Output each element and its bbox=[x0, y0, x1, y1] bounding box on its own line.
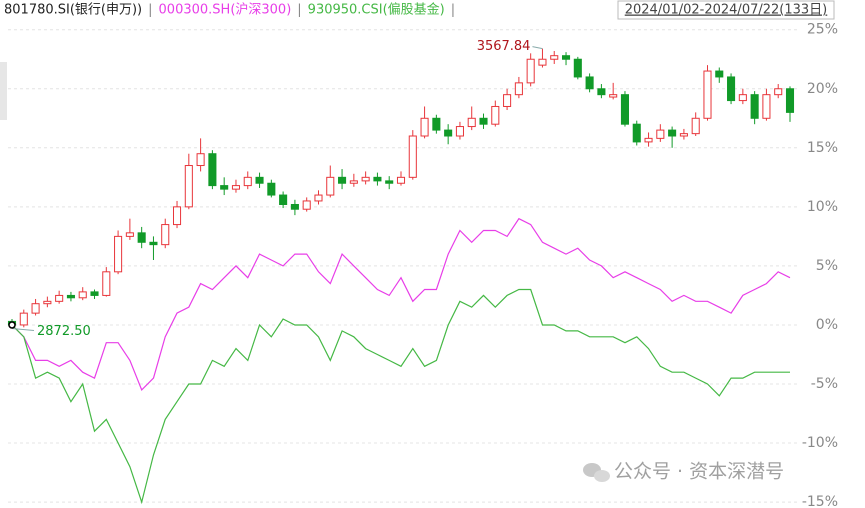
candle-body bbox=[408, 135, 417, 178]
candle-body bbox=[149, 241, 158, 246]
candle-body bbox=[161, 224, 170, 246]
origin-marker bbox=[8, 321, 16, 329]
y-tick-label: 0% bbox=[816, 317, 838, 333]
candle-body bbox=[385, 180, 394, 184]
date-range[interactable]: 2024/01/02-2024/07/22(133日) bbox=[625, 3, 828, 18]
candle-body bbox=[137, 232, 146, 243]
candle-body bbox=[196, 153, 205, 167]
candle-body bbox=[114, 235, 123, 273]
date-range-box[interactable] bbox=[617, 0, 835, 20]
candle-body bbox=[479, 117, 488, 125]
candle-body bbox=[208, 153, 217, 187]
candle-body bbox=[302, 200, 311, 210]
candle-body bbox=[172, 206, 182, 226]
y-tick-label: 10% bbox=[807, 199, 838, 215]
candle-body bbox=[762, 94, 771, 119]
candle-body bbox=[43, 300, 52, 305]
candle-body bbox=[632, 123, 641, 143]
candle-body bbox=[78, 291, 87, 299]
candle-body bbox=[679, 133, 688, 137]
candle-body bbox=[90, 291, 99, 296]
y-tick-label: 5% bbox=[816, 258, 838, 274]
candle-body bbox=[785, 88, 795, 113]
candle-body bbox=[243, 176, 252, 187]
candle-body bbox=[656, 129, 665, 139]
candle-body bbox=[738, 94, 747, 102]
candle-body bbox=[361, 176, 370, 182]
candle-body bbox=[231, 185, 241, 190]
legend-separator: | bbox=[148, 3, 152, 18]
candle-body bbox=[184, 165, 193, 208]
candle-body bbox=[514, 82, 523, 96]
candle-body bbox=[55, 294, 64, 302]
legend-separator: | bbox=[297, 3, 301, 18]
candle-body bbox=[420, 117, 429, 137]
legend-entry: 930950.CSI(偏股基金) bbox=[308, 2, 445, 18]
legend: 801780.SI(银行(申万)) | 000300.SH(沪深300) | 93095… bbox=[4, 2, 455, 18]
candle-body bbox=[326, 176, 335, 196]
y-tick-label: 15% bbox=[807, 140, 838, 156]
candle-body bbox=[396, 176, 406, 184]
y-tick-label: 20% bbox=[807, 81, 838, 97]
y-tick-label: -5% bbox=[811, 376, 838, 392]
legend-separator: | bbox=[451, 3, 455, 18]
annotation-leader bbox=[532, 46, 543, 50]
candle-body bbox=[255, 176, 264, 184]
y-tick-label: -15% bbox=[802, 494, 838, 508]
candle-body bbox=[373, 176, 382, 182]
y-tick-label: -10% bbox=[802, 435, 838, 451]
candle-body bbox=[491, 105, 500, 125]
candle-body bbox=[550, 55, 559, 60]
candle-body bbox=[102, 271, 111, 296]
line-series bbox=[11, 217, 791, 391]
candle-body bbox=[220, 185, 229, 190]
candle-body bbox=[432, 117, 441, 131]
candle-body bbox=[125, 232, 134, 237]
candle-body bbox=[455, 126, 464, 137]
candle-body bbox=[503, 94, 512, 107]
candle-body bbox=[609, 94, 618, 98]
candle-body bbox=[620, 94, 630, 125]
candle-body bbox=[668, 129, 677, 137]
candle-body bbox=[267, 182, 276, 196]
legend-entry: 801780.SI(银行(申万)) bbox=[4, 3, 142, 18]
candle-body bbox=[279, 194, 288, 205]
candle-body bbox=[691, 117, 700, 135]
y-tick-label: 25% bbox=[807, 22, 838, 38]
candle-body bbox=[774, 88, 783, 96]
candle-body bbox=[31, 303, 40, 314]
annotation-leader bbox=[11, 327, 35, 331]
watermark: 公众号 · 资本深潜号 bbox=[583, 461, 784, 483]
candle-body bbox=[715, 70, 724, 78]
candle-body bbox=[290, 203, 299, 210]
legend-entry: 000300.SH(沪深300) bbox=[159, 2, 292, 18]
candle-body bbox=[561, 55, 571, 60]
candle-body bbox=[538, 58, 547, 66]
candle-body bbox=[338, 176, 347, 184]
candle-body bbox=[597, 88, 606, 96]
min-annotation: 2872.50 bbox=[37, 324, 91, 339]
max-annotation: 3567.84 bbox=[477, 39, 531, 54]
side-tab[interactable] bbox=[0, 62, 7, 120]
candle-body bbox=[19, 312, 28, 326]
header-bar bbox=[0, 0, 865, 20]
candle-body bbox=[444, 129, 453, 137]
candle-body bbox=[66, 294, 75, 299]
watermark-text: 公众号 · 资本深潜号 bbox=[614, 461, 784, 483]
candle-body bbox=[585, 76, 594, 90]
candle-body bbox=[467, 117, 476, 128]
candle-body bbox=[573, 58, 582, 78]
candle-body bbox=[349, 180, 358, 184]
candle-body bbox=[526, 58, 535, 84]
candle-body bbox=[644, 137, 653, 143]
candle-body bbox=[750, 94, 759, 119]
line-series bbox=[11, 288, 790, 505]
candle-body bbox=[314, 194, 323, 202]
candle-body bbox=[727, 76, 736, 102]
candle-body bbox=[703, 70, 712, 119]
